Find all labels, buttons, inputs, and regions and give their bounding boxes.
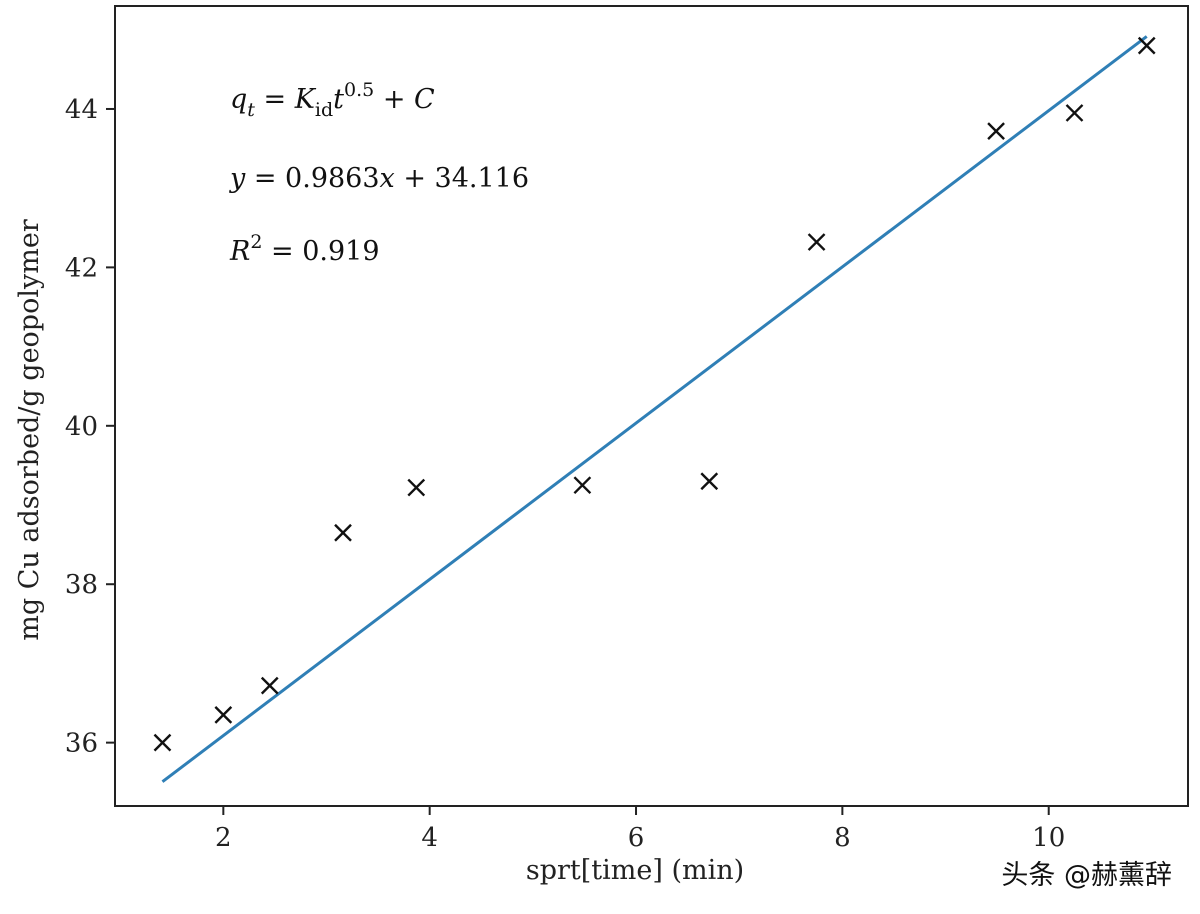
watermark: 头条 @赫薰辞 <box>1001 860 1172 891</box>
x-tick-label: 4 <box>421 823 438 853</box>
x-tick-label: 10 <box>1032 823 1065 853</box>
data-point <box>807 233 826 251</box>
data-point <box>700 472 719 491</box>
y-axis-title: mg Cu adsorbed/g geopolymer <box>14 219 45 641</box>
y-tick-label: 40 <box>65 412 98 442</box>
model-equation: qt = Kidt0.5 + C <box>230 79 435 121</box>
plot-frame <box>114 5 1189 807</box>
data-point <box>1137 36 1156 55</box>
r-squared-label: R2 = 0.919 <box>229 231 380 267</box>
x-tick-label: 6 <box>628 823 645 853</box>
data-point <box>987 122 1005 140</box>
fit-line <box>161 35 1148 783</box>
y-tick-label: 38 <box>65 570 98 600</box>
x-axis-ticks: 2 4 6 8 10 <box>215 806 1065 853</box>
data-point <box>153 733 172 752</box>
data-points <box>153 36 1156 752</box>
x-axis-title: sprt[time] (min) <box>526 855 744 886</box>
fit-equation: y = 0.9863x + 34.116 <box>229 163 529 194</box>
data-point <box>334 523 352 542</box>
x-tick-label: 8 <box>834 823 851 853</box>
data-point <box>260 676 279 695</box>
y-tick-label: 36 <box>65 729 98 759</box>
y-tick-label: 44 <box>65 95 98 125</box>
data-point <box>407 478 426 497</box>
y-axis-ticks: 36 38 40 42 44 <box>65 95 115 759</box>
data-point <box>1065 104 1084 122</box>
data-point <box>573 476 592 495</box>
x-tick-label: 2 <box>215 823 232 853</box>
y-tick-label: 42 <box>65 253 98 283</box>
data-point <box>214 706 233 724</box>
